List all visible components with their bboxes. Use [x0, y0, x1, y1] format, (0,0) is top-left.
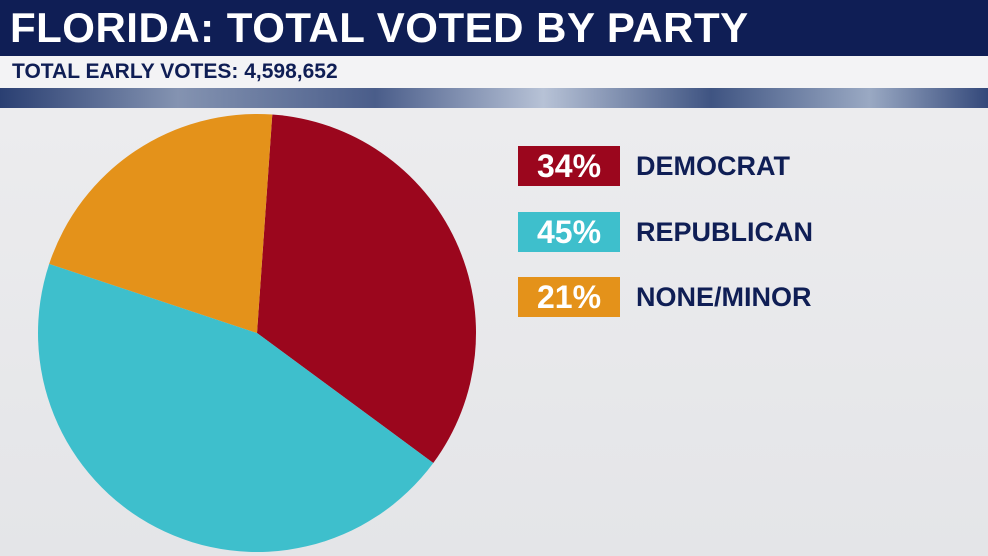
subtitle-bar: TOTAL EARLY VOTES: 4,598,652: [0, 56, 988, 88]
decorative-band: [0, 88, 988, 108]
chart-area: [0, 108, 988, 556]
legend-swatch-none-minor: 21%: [518, 277, 620, 317]
pie-slice-none-minor: [49, 113, 273, 333]
chart-title: FLORIDA: TOTAL VOTED BY PARTY: [10, 4, 749, 51]
legend-item-none-minor: 21% NONE/MINOR: [518, 277, 878, 317]
legend-label-democrat: DEMOCRAT: [636, 151, 790, 181]
title-bar: FLORIDA: TOTAL VOTED BY PARTY: [0, 0, 988, 56]
legend-label-republican: REPUBLICAN: [636, 217, 814, 247]
pie-slice-republican: [38, 263, 434, 552]
legend-swatch-democrat: 34%: [518, 146, 620, 186]
legend-swatch-republican: 45%: [518, 212, 620, 252]
legend-label-none-minor: NONE/MINOR: [636, 282, 812, 312]
legend-item-democrat: 34% DEMOCRAT: [518, 146, 878, 186]
chart-subtitle: TOTAL EARLY VOTES: 4,598,652: [12, 60, 338, 83]
pie-chart: [38, 113, 477, 552]
pie-slice-democrat: [257, 114, 477, 463]
legend-item-republican: 45% REPUBLICAN: [518, 212, 878, 252]
